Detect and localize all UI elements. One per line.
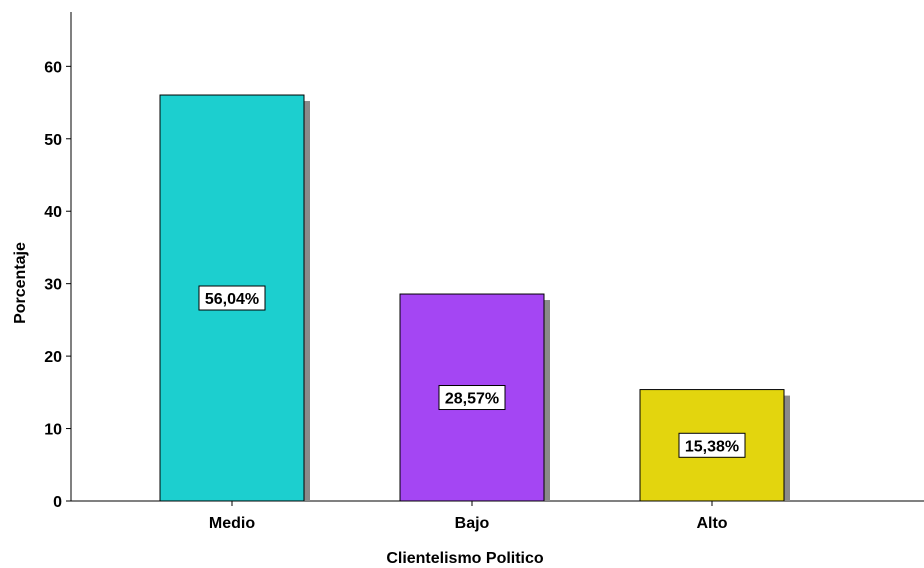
x-tick-label: Medio (209, 515, 255, 532)
x-tick-label: Bajo (455, 515, 490, 532)
data-label: 15,38% (685, 438, 739, 455)
data-label: 28,57% (445, 391, 499, 408)
data-label-box (678, 432, 746, 458)
axes: 0 10 20 30 40 50 60 Medio Bajo Alto (44, 12, 924, 532)
data-label-box (198, 285, 266, 311)
data-label: 56,04% (205, 291, 259, 308)
y-tick-label: 0 (53, 494, 62, 511)
y-axis-title: Porcentaje (12, 242, 29, 324)
y-tick-label: 60 (44, 59, 62, 76)
x-tick-label: Alto (696, 515, 727, 532)
y-tick-label: 30 (44, 277, 62, 294)
data-label-box (438, 385, 506, 411)
y-tick-label: 50 (44, 132, 62, 149)
x-axis-title: Clientelismo Politico (386, 550, 544, 567)
y-tick-label: 10 (44, 422, 62, 439)
y-tick-label: 20 (44, 349, 62, 366)
data-labels: 56,04% 28,57% 15,38% (198, 285, 746, 458)
y-tick-label: 40 (44, 204, 62, 221)
